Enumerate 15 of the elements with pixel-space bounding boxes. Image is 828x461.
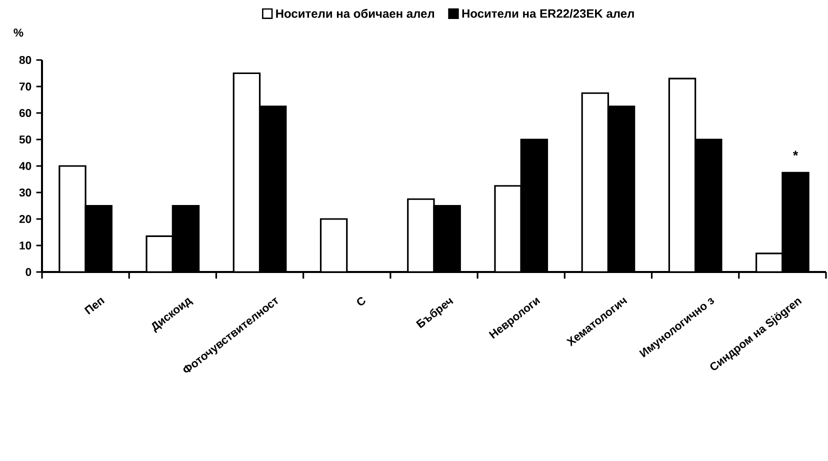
y-tick-label: 30 xyxy=(19,188,32,197)
y-tick-label: 10 xyxy=(20,242,32,250)
y-tick-label: 20 xyxy=(19,215,32,224)
legend-label: Носители на ER22/23EK алел xyxy=(462,8,634,18)
y-tick-label: 40 xyxy=(19,162,32,170)
x-tick-label: Пеп xyxy=(84,298,105,315)
annotation: * xyxy=(792,150,798,156)
y-tick-label: 50 xyxy=(19,136,32,144)
legend-label: Носители на обичаен алел xyxy=(276,8,434,18)
y-tick-label: 60 xyxy=(19,109,32,118)
y-axis-title: % xyxy=(14,28,24,37)
y-tick-label: 80 xyxy=(19,56,32,64)
x-tick-label: С xyxy=(357,297,366,306)
y-tick-label: 70 xyxy=(19,82,32,91)
y-tick-label: 0 xyxy=(26,268,32,276)
